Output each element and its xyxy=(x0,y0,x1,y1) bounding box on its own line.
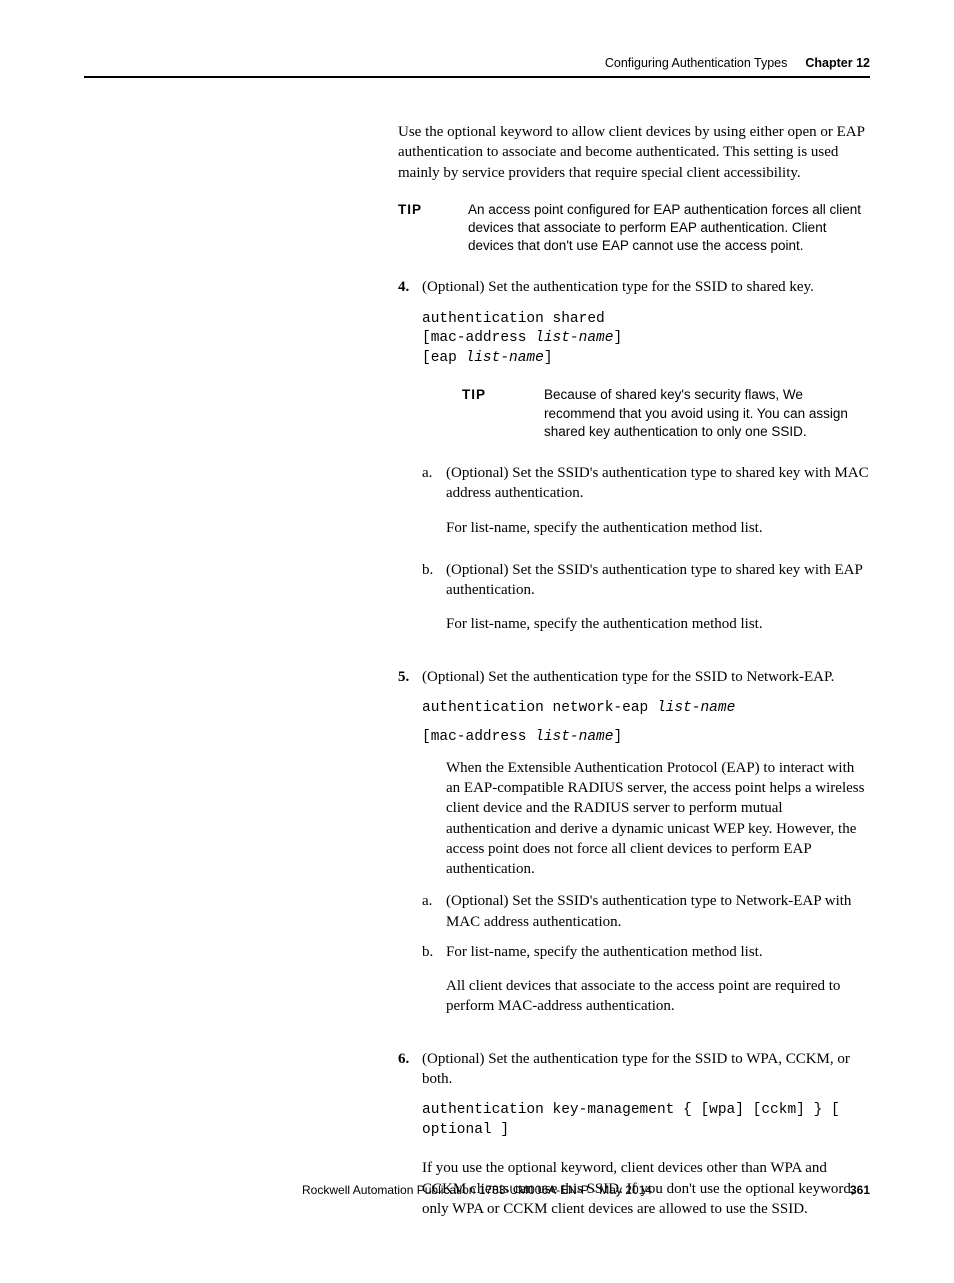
tip-text: An access point configured for EAP authe… xyxy=(468,201,870,256)
step-4: 4. (Optional) Set the authentication typ… xyxy=(398,277,870,656)
header-title: Configuring Authentication Types xyxy=(605,56,788,70)
step-number: 4. xyxy=(398,277,422,656)
tip-block-1: TIP An access point configured for EAP a… xyxy=(398,201,870,256)
step-5b: b. For list-name, specify the authentica… xyxy=(422,942,870,1029)
page-footer: Rockwell Automation Publication 1783-UM0… xyxy=(84,1183,870,1197)
step-5b-text: For list-name, specify the authenticatio… xyxy=(446,942,870,962)
code-line: authentication shared xyxy=(422,310,870,330)
step-5-title: (Optional) Set the authentication type f… xyxy=(422,667,870,687)
step-number: 6. xyxy=(398,1049,422,1233)
step-5-sublist: a. (Optional) Set the SSID's authenticat… xyxy=(422,891,870,1028)
step-5b-para: All client devices that associate to the… xyxy=(446,976,870,1017)
step-6: 6. (Optional) Set the authentication typ… xyxy=(398,1049,870,1233)
sub-letter: a. xyxy=(422,891,446,932)
step-5a-text: (Optional) Set the SSID's authentication… xyxy=(446,891,870,932)
footer-publication: Rockwell Automation Publication 1783-UM0… xyxy=(84,1183,870,1197)
code-line: [mac-address list-name] xyxy=(422,329,870,349)
code-line: authentication network-eap list-name xyxy=(422,699,870,719)
tip-label: TIP xyxy=(398,201,468,256)
steps-list: 4. (Optional) Set the authentication typ… xyxy=(398,277,870,1233)
step-4-sublist: a. (Optional) Set the SSID's authenticat… xyxy=(422,463,870,647)
page-header: Configuring Authentication Types Chapter… xyxy=(84,56,870,78)
step-4b-para: For list-name, specify the authenticatio… xyxy=(446,614,870,634)
step-4a-para: For list-name, specify the authenticatio… xyxy=(446,518,870,538)
tip-label: TIP xyxy=(462,386,544,441)
step-5a: a. (Optional) Set the SSID's authenticat… xyxy=(422,891,870,932)
step-4b: b. (Optional) Set the SSID's authenticat… xyxy=(422,560,870,647)
footer-page-number: 361 xyxy=(850,1183,870,1197)
tip-text: Because of shared key's security flaws, … xyxy=(544,386,870,441)
sub-letter: b. xyxy=(422,942,446,1029)
tip-block-2: TIP Because of shared key's security fla… xyxy=(462,386,870,441)
step-6-code: authentication key-management { [wpa] [c… xyxy=(422,1101,870,1140)
step-4-title: (Optional) Set the authentication type f… xyxy=(422,277,870,297)
sub-letter: a. xyxy=(422,463,446,550)
main-content: Use the optional keyword to allow client… xyxy=(398,122,870,1233)
sub-letter: b. xyxy=(422,560,446,647)
step-4b-text: (Optional) Set the SSID's authentication… xyxy=(446,560,870,601)
step-number: 5. xyxy=(398,667,422,1039)
step-5-code: authentication network-eap list-name [ma… xyxy=(422,699,870,748)
step-5-para: When the Extensible Authentication Proto… xyxy=(446,758,870,880)
header-chapter: Chapter 12 xyxy=(805,56,870,70)
step-5: 5. (Optional) Set the authentication typ… xyxy=(398,667,870,1039)
code-line: [eap list-name] xyxy=(422,349,870,369)
step-4a-text: (Optional) Set the SSID's authentication… xyxy=(446,463,870,504)
step-6-title: (Optional) Set the authentication type f… xyxy=(422,1049,870,1090)
code-line: [mac-address list-name] xyxy=(422,728,870,748)
intro-paragraph: Use the optional keyword to allow client… xyxy=(398,122,870,183)
step-4-code: authentication shared [mac-address list-… xyxy=(422,310,870,369)
step-4a: a. (Optional) Set the SSID's authenticat… xyxy=(422,463,870,550)
